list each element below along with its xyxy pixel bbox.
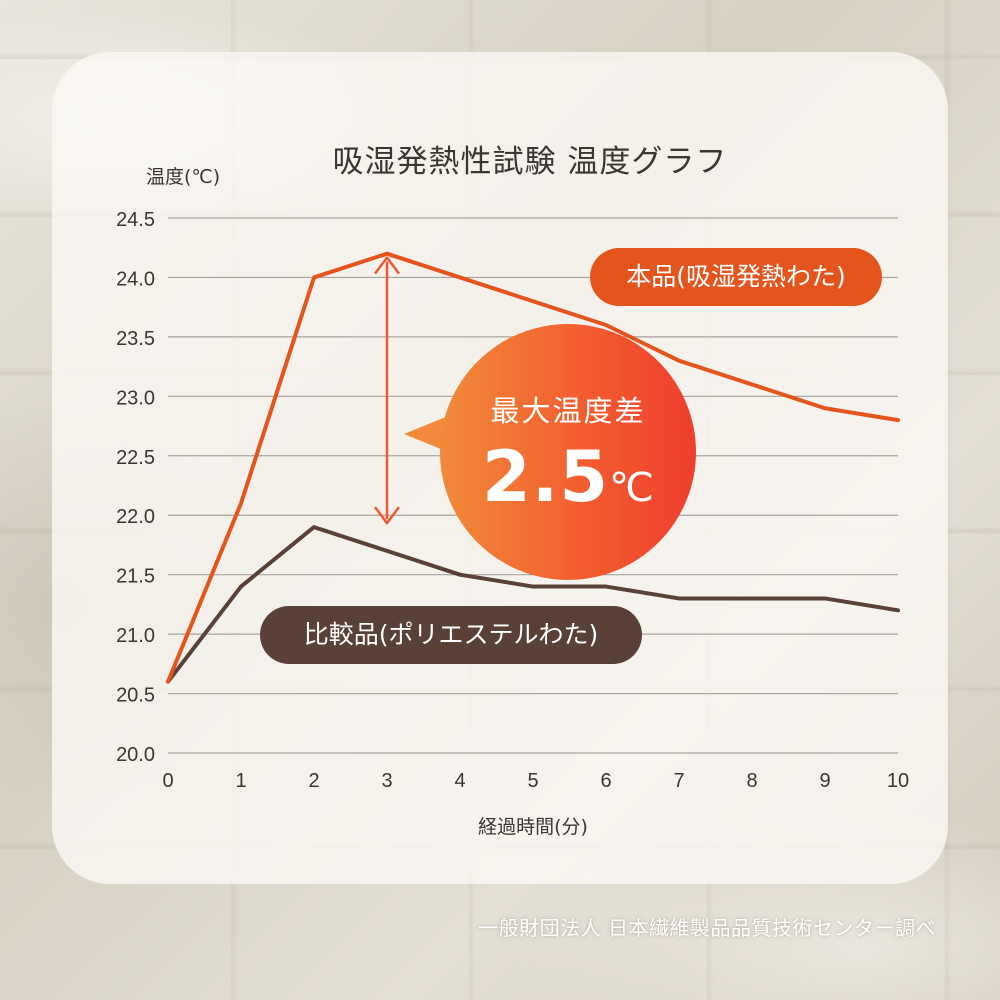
difference-arrow-head-up (374, 256, 400, 275)
x-tick-label: 4 (454, 770, 465, 792)
y-tick-label: 23.0 (116, 387, 155, 409)
x-tick-label: 6 (600, 770, 611, 792)
x-tick-label: 1 (235, 770, 246, 792)
y-axis-label: 温度(℃) (146, 166, 221, 188)
source-note: 一般財団法人 日本繊維製品品質技術センター調べ (478, 916, 936, 940)
x-tick-label: 10 (887, 770, 909, 792)
bubble-value: 2.5℃ (440, 436, 696, 518)
y-tick-label: 23.5 (116, 328, 155, 350)
x-tick-label: 0 (162, 770, 173, 792)
bubble-number: 2.5 (482, 436, 610, 518)
x-axis-ticks: 0 1 2 3 4 5 6 7 8 9 10 (162, 770, 909, 792)
y-tick-label: 21.5 (116, 566, 155, 588)
series-line-main-product (166, 251, 900, 684)
legend-main-product: 本品(吸湿発熱わた) (590, 248, 882, 306)
y-tick-label: 22.5 (116, 447, 155, 469)
bubble-label: 最大温度差 (490, 394, 646, 428)
x-tick-label: 2 (308, 770, 319, 792)
x-tick-label: 5 (527, 770, 538, 792)
y-tick-label: 20.0 (116, 744, 155, 766)
bubble-unit: ℃ (609, 465, 654, 511)
y-tick-label: 21.0 (116, 625, 155, 647)
x-tick-label: 3 (381, 770, 392, 792)
legend-comparison-product: 比較品(ポリエステルわた) (260, 606, 642, 664)
difference-arrow-head-down (374, 506, 400, 525)
y-tick-label: 20.5 (116, 685, 155, 707)
x-tick-label: 9 (819, 770, 830, 792)
y-tick-label: 24.0 (116, 268, 155, 290)
y-axis-ticks: 20.0 20.5 21.0 21.5 22.0 22.5 23.0 23.5 24.0 24.5 (116, 209, 155, 766)
y-tick-label: 24.5 (116, 209, 155, 231)
x-axis-label: 経過時間(分) (478, 816, 588, 838)
x-tick-label: 8 (746, 770, 757, 792)
series-line-comparison-product (166, 525, 900, 684)
y-tick-label: 22.0 (116, 506, 155, 528)
bubble-circle (440, 324, 696, 580)
difference-arrow (374, 256, 400, 525)
chart-title: 吸湿発熱性試験 温度グラフ (332, 144, 728, 180)
series-layer (166, 251, 900, 684)
max-difference-bubble: 最大温度差 2.5℃ (400, 324, 700, 584)
x-tick-label: 7 (673, 770, 684, 792)
